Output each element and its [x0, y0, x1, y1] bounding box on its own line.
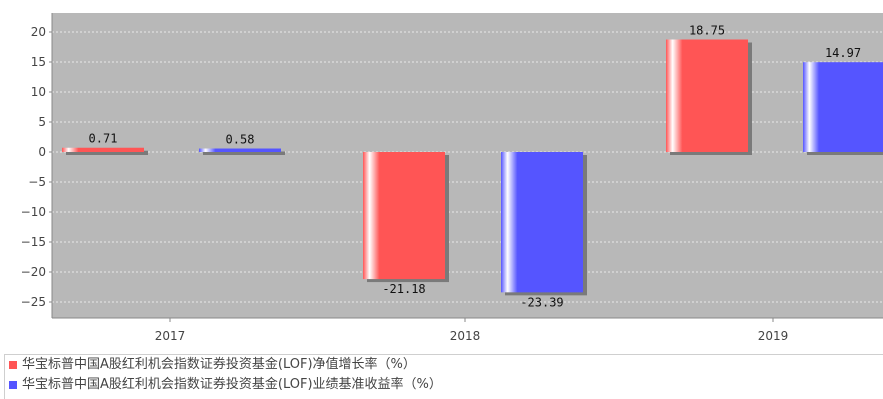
legend: 华宝标普中国A股红利机会指数证券投资基金(LOF)净值增长率（%） 华宝标普中国…	[4, 354, 883, 399]
bar-value-label: -23.39	[520, 295, 563, 309]
y-tick-label: 15	[31, 55, 46, 69]
bar	[501, 152, 583, 293]
y-tick-label: −15	[21, 235, 46, 249]
y-tick-label: −20	[21, 265, 46, 279]
legend-swatch-nav	[9, 361, 17, 369]
y-tick-label: 5	[38, 115, 46, 129]
y-tick-label: −10	[21, 205, 46, 219]
bar-shadow	[203, 151, 285, 155]
y-tick-label: −25	[21, 295, 46, 309]
bar	[199, 148, 281, 152]
y-tick-label: 20	[31, 25, 46, 39]
x-tick-label: 2018	[450, 329, 481, 343]
bar	[62, 147, 144, 152]
y-tick-label: 0	[38, 145, 46, 159]
bar-value-label: 14.97	[825, 46, 861, 60]
bar	[803, 62, 883, 152]
bar-shadow	[66, 150, 148, 155]
x-tick-label: 2019	[758, 329, 789, 343]
y-tick-label: −5	[28, 175, 46, 189]
bar	[363, 152, 445, 280]
bar-value-label: 18.75	[689, 24, 725, 38]
legend-item: 华宝标普中国A股红利机会指数证券投资基金(LOF)业绩基准收益率（%）	[5, 375, 883, 395]
bar-value-label: 0.58	[226, 133, 255, 147]
bar-value-label: -21.18	[382, 282, 425, 296]
legend-label-benchmark: 华宝标普中国A股红利机会指数证券投资基金(LOF)业绩基准收益率（%）	[22, 377, 442, 392]
y-tick-label: 10	[31, 85, 46, 99]
bar-value-label: 0.71	[89, 132, 118, 146]
legend-swatch-benchmark	[9, 381, 17, 389]
legend-item: 华宝标普中国A股红利机会指数证券投资基金(LOF)净值增长率（%）	[5, 355, 883, 375]
legend-label-nav: 华宝标普中国A股红利机会指数证券投资基金(LOF)净值增长率（%）	[22, 357, 416, 372]
bar	[666, 39, 748, 152]
x-tick-label: 2017	[155, 329, 186, 343]
